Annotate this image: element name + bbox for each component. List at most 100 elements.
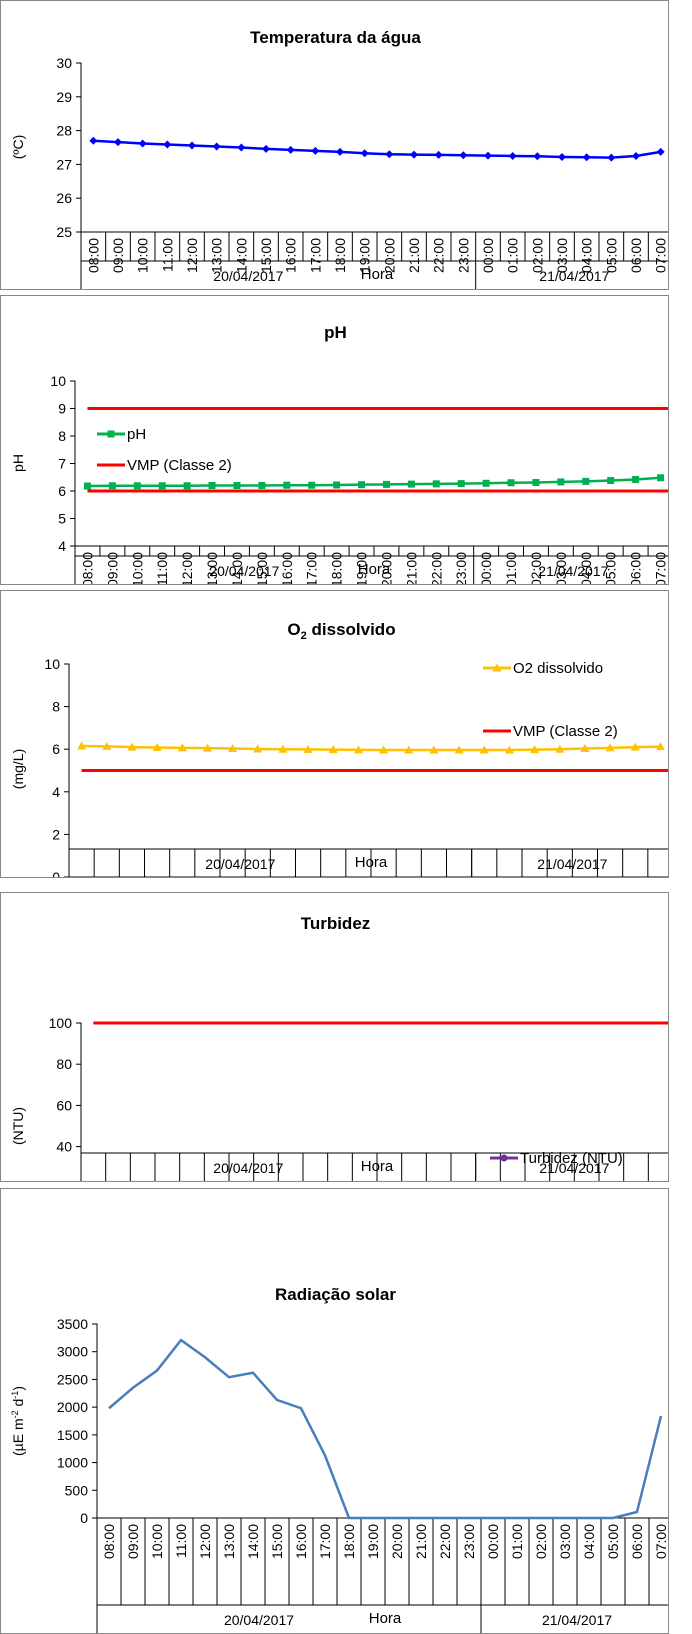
- data-point: [283, 481, 291, 489]
- y-tick-label: 26: [56, 190, 72, 206]
- x-tick-label: 12:00: [197, 1524, 213, 1559]
- y-tick-label: 10: [50, 373, 66, 389]
- data-point: [580, 744, 590, 753]
- x-tick-label: 03:00: [557, 1524, 573, 1559]
- x-tick-label: 06:00: [628, 552, 644, 585]
- x-tick-label: 10:00: [149, 1524, 165, 1559]
- data-point: [479, 745, 489, 754]
- x-tick-label: 01:00: [509, 1524, 525, 1559]
- chart-title: Turbidez: [301, 914, 371, 933]
- data-point: [582, 477, 590, 485]
- chart-radiacao: Radiação solar 0 500 1000 1500 2000 2500 3000 35…: [10, 1285, 669, 1633]
- data-point: [459, 151, 468, 160]
- data-point: [183, 482, 191, 490]
- data-point: [163, 140, 172, 149]
- data-point: [133, 482, 141, 490]
- y-tick-label: 4: [52, 784, 60, 800]
- x-tick-label: 03:00: [554, 238, 570, 273]
- data-point: [484, 151, 492, 160]
- x-tick-label: 07:00: [653, 1524, 669, 1559]
- x-tick-label: 14:00: [245, 1524, 261, 1559]
- y-tick-label: 0: [52, 869, 60, 878]
- x-tick-label: 08:00: [79, 552, 95, 585]
- x-tick-label: 01:00: [505, 238, 521, 273]
- x-tick-label: 04:00: [578, 552, 594, 585]
- x-tick-label: 15:00: [258, 238, 274, 273]
- x-tick-label: 16:00: [279, 552, 295, 585]
- date-group-label: 20/04/2017: [224, 1612, 294, 1628]
- x-tick-label: 13:00: [204, 552, 220, 585]
- y-tick-label: 100: [49, 1015, 73, 1031]
- chart-title-part: dissolvido: [307, 620, 396, 639]
- y-tick-label: 80: [56, 1056, 72, 1072]
- y-axis-title-sup: -1: [10, 1391, 20, 1399]
- data-point: [108, 482, 116, 490]
- x-tick-label: 04:00: [581, 1524, 597, 1559]
- date-group-label: 21/04/2017: [539, 268, 609, 284]
- panel-o2: O2 dissolvido0246810(mg/L)08:0009:0010:0…: [0, 590, 669, 878]
- x-tick-label: 21:00: [413, 1524, 429, 1559]
- data-point: [286, 145, 295, 154]
- series-line: [81, 744, 661, 752]
- y-tick-label: 30: [56, 55, 72, 71]
- x-tick-label: 10:00: [135, 238, 151, 273]
- chart-temperatura: Temperatura da água 25 26 27 28 29 30 (ºC) 08:00…: [10, 28, 668, 289]
- data-point: [258, 482, 266, 489]
- data-point: [336, 147, 344, 156]
- y-axis-title-part: ): [10, 1386, 26, 1391]
- data-point: [83, 482, 91, 490]
- x-tick-label: 02:00: [528, 552, 544, 585]
- data-point: [482, 479, 490, 487]
- y-tick-label: 0: [80, 1510, 88, 1526]
- data-point: [657, 474, 665, 482]
- panel-temperatura: Temperatura da água 25 26 27 28 29 30 (ºC) 08:00…: [0, 0, 669, 290]
- data-point: [379, 745, 389, 754]
- data-point: [557, 478, 565, 486]
- data-point: [360, 149, 369, 158]
- x-tick-label: 05:00: [605, 1524, 621, 1559]
- data-point: [188, 141, 196, 150]
- y-tick-label: 7: [58, 456, 66, 472]
- chart-title: pH: [324, 323, 347, 342]
- data-point: [457, 480, 465, 488]
- y-tick-label: 2500: [57, 1371, 88, 1387]
- x-tick-label: 00:00: [485, 1524, 501, 1559]
- x-tick-label: 19:00: [354, 552, 370, 585]
- data-point: [253, 744, 263, 753]
- panel-radiacao: Radiação solar 0 500 1000 1500 2000 2500 3000 35…: [0, 1188, 669, 1634]
- y-tick-label: 10: [44, 656, 60, 672]
- data-point: [607, 153, 616, 162]
- date-group-label: 21/04/2017: [537, 856, 607, 872]
- data-point: [632, 151, 640, 160]
- legend-label: VMP (Classe 2): [127, 457, 232, 474]
- data-point: [382, 480, 390, 488]
- data-point: [432, 480, 440, 488]
- x-tick-label: 00:00: [478, 552, 494, 585]
- chart-title-part: O: [287, 620, 300, 639]
- chart-title: O2 dissolvido: [287, 620, 395, 642]
- data-point: [655, 742, 665, 751]
- x-tick-label: 01:00: [503, 552, 519, 585]
- series-line: [87, 476, 661, 488]
- x-tick-label: 18:00: [329, 552, 345, 585]
- x-tick-label: 19:00: [357, 238, 373, 273]
- y-tick-label: 2: [52, 826, 60, 842]
- y-tick-label: 6: [52, 741, 60, 757]
- data-point: [607, 477, 615, 485]
- data-point: [605, 743, 615, 752]
- y-tick-label: 20: [56, 1180, 72, 1182]
- data-point: [311, 146, 320, 155]
- data-point: [177, 743, 187, 752]
- y-tick-label: 28: [56, 123, 72, 139]
- x-tick-label: 04:00: [579, 238, 595, 273]
- data-point: [508, 151, 517, 160]
- chart-turbidez: Turbidez020406080100(NTU)08:0009:0010:00…: [10, 914, 668, 1182]
- data-point: [333, 481, 341, 489]
- x-tick-label: 10:00: [129, 552, 145, 585]
- legend-swatch-marker: [107, 430, 115, 438]
- date-group-label: 20/04/2017: [209, 563, 279, 579]
- x-tick-label: 18:00: [341, 1524, 357, 1559]
- data-point: [262, 144, 270, 153]
- y-tick-label: 8: [52, 699, 60, 715]
- date-group-label: 21/04/2017: [538, 563, 608, 579]
